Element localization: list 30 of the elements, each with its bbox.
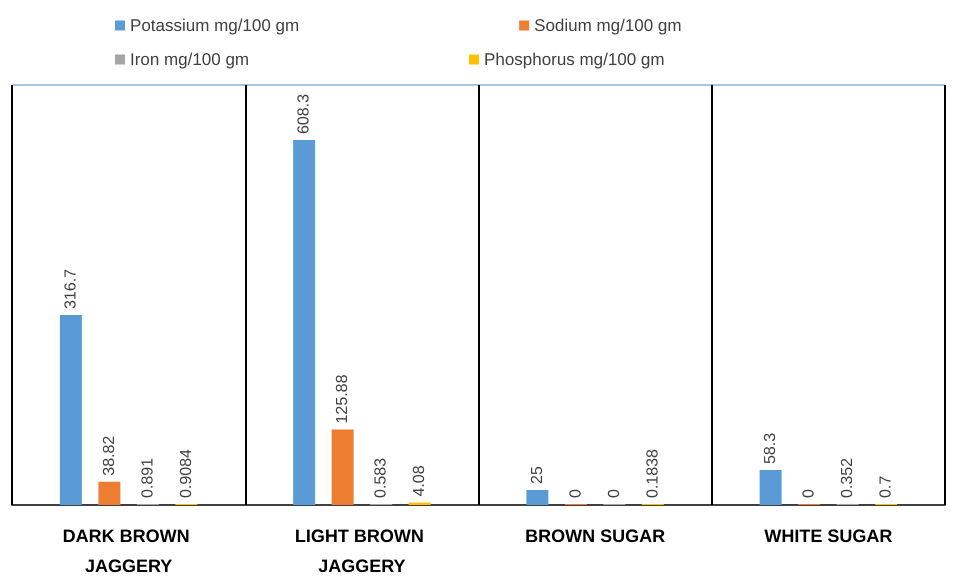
bar	[332, 429, 354, 505]
bar	[293, 140, 316, 505]
data-label: 0	[800, 489, 818, 498]
data-label: 316.7	[62, 268, 80, 309]
data-label: 125.88	[334, 374, 352, 424]
data-label: 0.1838	[644, 448, 662, 498]
data-label: 0.9084	[178, 448, 195, 498]
x-tick-label: DARK BROWN JAGGERY	[62, 526, 195, 576]
x-tick-label: BROWN SUGAR	[525, 526, 666, 546]
data-label: 0.7	[878, 476, 895, 498]
data-label: 25	[528, 466, 546, 484]
legend-label: Sodium mg/100 gm	[534, 16, 682, 35]
data-label: 0.891	[139, 458, 156, 498]
bar	[760, 470, 782, 505]
bar	[526, 490, 548, 505]
data-label: 0.352	[839, 458, 856, 498]
legend-label: Iron mg/100 gm	[130, 50, 250, 69]
x-tick-label: WHITE SUGAR	[764, 526, 892, 546]
data-label: 58.3	[762, 432, 780, 464]
data-label: 608.3	[296, 94, 313, 134]
data-label: 38.82	[100, 436, 118, 476]
bar	[60, 314, 82, 505]
x-tick-label: LIGHT BROWN JAGGERY	[294, 526, 429, 576]
data-label: 4.08	[411, 465, 428, 497]
data-label: 0	[606, 489, 623, 498]
legend-label: Phosphorus mg/100 gm	[484, 50, 665, 69]
data-label: 0	[567, 489, 584, 498]
legend-label: Potassium mg/100 gm	[130, 16, 300, 35]
bar	[98, 482, 120, 505]
data-label: 0.583	[372, 458, 390, 498]
